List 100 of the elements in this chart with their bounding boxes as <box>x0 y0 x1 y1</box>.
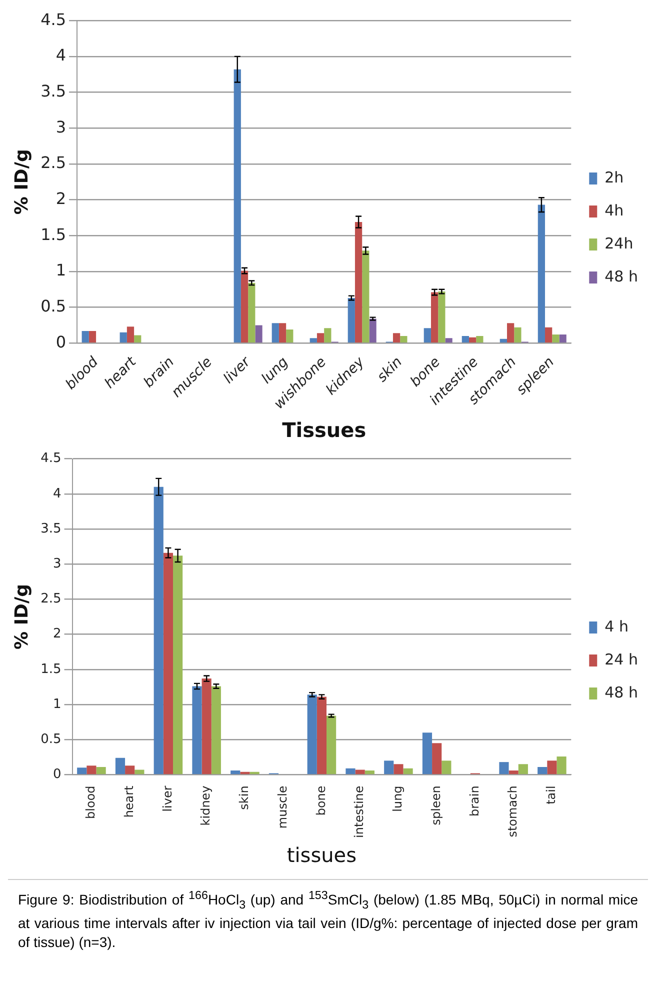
legend-label: 48 h <box>604 267 638 286</box>
y-tick-label: 2.5 <box>40 592 62 607</box>
y-tick-label: 0.5 <box>40 296 66 316</box>
bar <box>552 334 560 343</box>
y-tick-label: 4 <box>52 486 62 502</box>
legend-label: 24 h <box>604 650 638 668</box>
y-tick-label: 0 <box>52 767 62 782</box>
y-tick-label: 1 <box>52 696 62 712</box>
x-tick-label: blood <box>84 786 98 819</box>
bar <box>348 298 355 343</box>
bar <box>86 766 96 774</box>
bar <box>547 760 557 774</box>
x-tick-label: spleen <box>428 786 443 826</box>
bar <box>324 328 332 343</box>
bar <box>126 326 134 343</box>
y-tick-label: 0 <box>56 332 66 352</box>
bar <box>125 766 135 774</box>
bar <box>77 768 87 774</box>
x-tick-label: lung <box>390 786 405 812</box>
bar <box>438 292 446 343</box>
bar <box>403 768 413 774</box>
bar <box>154 486 164 774</box>
bar <box>556 756 566 774</box>
bar <box>369 318 376 343</box>
bar <box>134 770 144 774</box>
bar <box>234 69 241 343</box>
bar <box>392 333 400 343</box>
x-tick-label: tail <box>544 786 558 804</box>
bar <box>82 330 89 343</box>
x-tick-label: intestine <box>352 786 366 838</box>
bar <box>424 328 431 343</box>
bar <box>202 678 212 774</box>
y-tick-label: 0.5 <box>40 732 62 747</box>
bar <box>432 743 442 774</box>
bar <box>508 770 518 774</box>
bar <box>514 327 522 343</box>
y-tick-label: 4 <box>56 46 66 65</box>
bar <box>255 325 262 343</box>
bar <box>326 716 336 774</box>
x-tick-label: muscle <box>275 786 290 829</box>
bar <box>384 760 394 774</box>
legend-label: 2h <box>604 168 624 186</box>
y-tick-label: 3.5 <box>40 521 62 536</box>
x-tick-label: bone <box>314 786 328 816</box>
bar <box>316 696 327 774</box>
bar <box>507 323 514 343</box>
bar <box>354 222 362 343</box>
y-tick-label: 2 <box>56 188 66 208</box>
bar <box>120 332 127 343</box>
bar <box>538 766 548 774</box>
y-tick-label: 2 <box>52 626 62 642</box>
y-tick-label: 3 <box>56 117 66 136</box>
bar <box>394 764 404 774</box>
bar <box>163 552 174 774</box>
x-tick-label: skin <box>237 786 252 810</box>
bar <box>500 338 507 343</box>
bar <box>211 686 221 774</box>
bar <box>430 292 438 343</box>
bar <box>96 766 106 774</box>
x-tick-label: stomach <box>506 786 520 838</box>
bar <box>192 686 202 774</box>
bar <box>538 204 546 343</box>
bar <box>173 556 183 774</box>
bar <box>230 770 240 774</box>
bar <box>468 337 476 343</box>
bar <box>559 334 566 343</box>
bar <box>88 330 96 343</box>
bar <box>115 758 126 774</box>
bar <box>476 336 484 343</box>
y-tick-label: 2.5 <box>40 153 66 172</box>
bar <box>278 323 286 343</box>
bar <box>442 760 452 774</box>
bar <box>307 694 317 774</box>
legend-label: 48 h <box>604 683 638 702</box>
bar <box>355 770 365 774</box>
y-tick-label: 1.5 <box>40 662 62 677</box>
x-axis-title: tissues <box>286 843 357 868</box>
x-axis-title: Tissues <box>282 418 366 442</box>
bar <box>134 335 142 343</box>
bar <box>462 336 469 343</box>
y-tick-label: 1 <box>56 260 66 280</box>
y-tick-label: 4.5 <box>40 451 62 466</box>
x-tick-label: liver <box>160 786 174 812</box>
y-tick-label: 3 <box>52 556 62 572</box>
legend-label: 24h <box>604 234 634 252</box>
bar <box>316 333 324 343</box>
y-axis-title: % ID/g <box>11 584 32 650</box>
legend-label: 4h <box>604 201 624 220</box>
bar <box>240 772 250 774</box>
bar <box>248 282 256 343</box>
x-tick-label: brain <box>467 786 482 817</box>
y-tick-label: 3.5 <box>40 81 66 100</box>
bar <box>240 270 248 343</box>
bar <box>310 338 317 343</box>
y-axis-title: % ID/g <box>11 149 32 215</box>
bar <box>499 762 509 774</box>
bar <box>286 330 294 343</box>
legend-label: 4 h <box>604 617 628 636</box>
bar <box>445 338 452 343</box>
text: Figure 9: Biodistribution of $^{166}$HoCl$_{3}$ (up) and $^{153}$SmCl$_{3}$ (below) (1.85 MBq, 50µCi) in normal mice at various time intervals after iv injection via tail vein (ID/g%: percentage of injected dose per gram of tissue) (n=3). <box>18 889 638 950</box>
